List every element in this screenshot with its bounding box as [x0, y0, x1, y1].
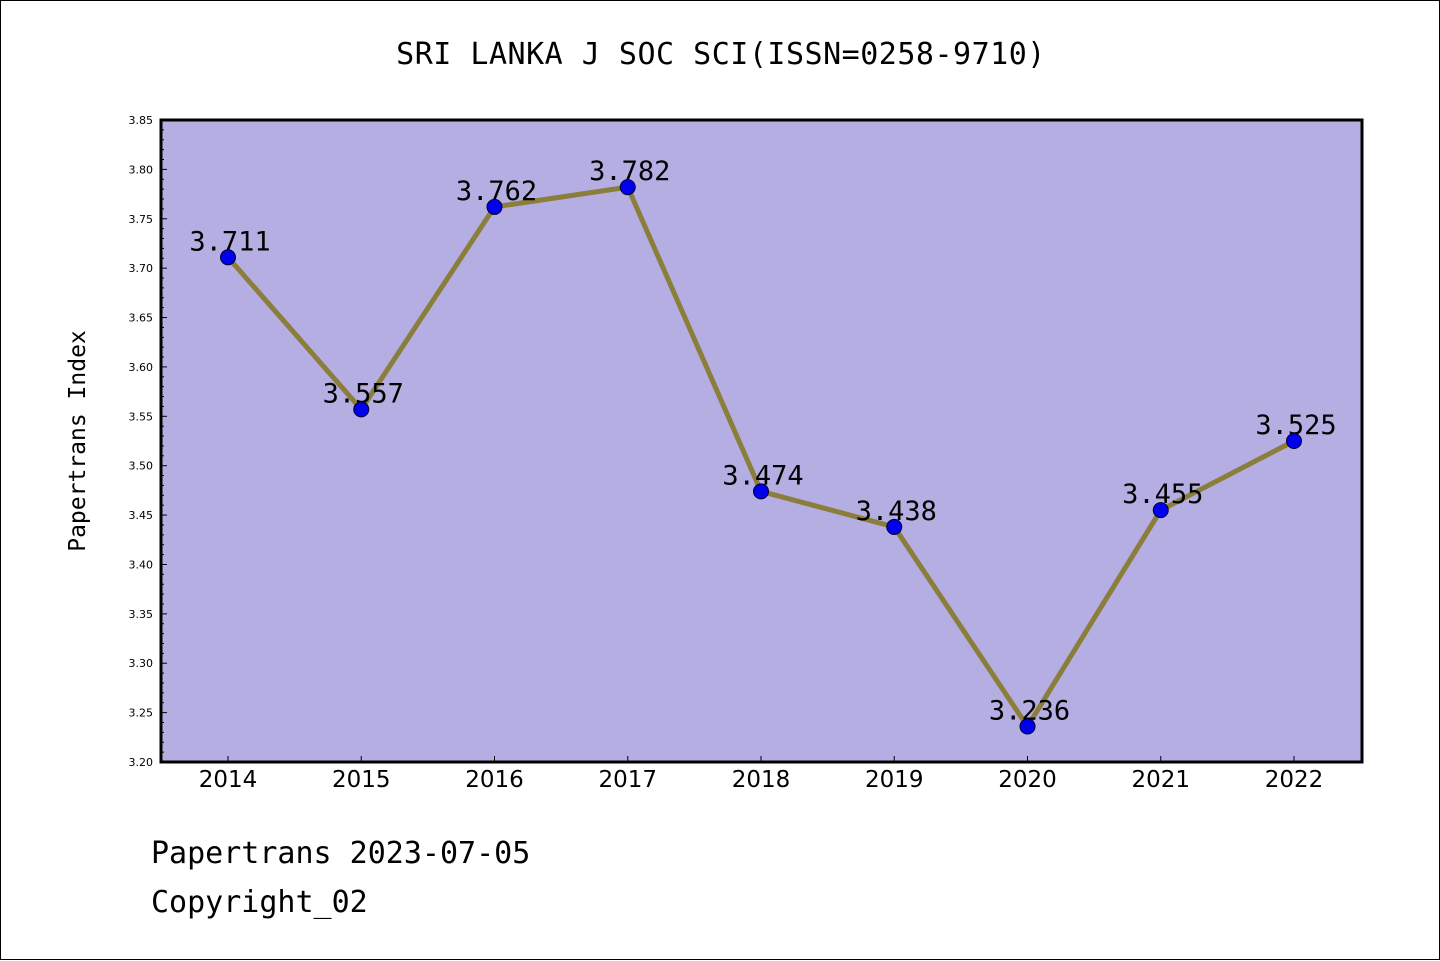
x-tick-label: 2017: [598, 767, 657, 793]
y-tick-label: 3.20: [129, 756, 154, 769]
y-tick-label: 3.35: [129, 608, 154, 621]
chart-title: SRI LANKA J SOC SCI(ISSN=0258-9710): [396, 37, 1046, 72]
data-point: [1286, 433, 1302, 449]
data-point: [886, 518, 903, 535]
data-point: [1019, 718, 1036, 735]
x-tick-label: 2018: [732, 767, 791, 793]
data-point: [353, 401, 370, 418]
y-tick-label: 3.40: [129, 558, 154, 571]
data-point: [1152, 502, 1169, 519]
x-tick-label: 2016: [465, 767, 524, 793]
data-point: [753, 483, 769, 500]
y-tick-label: 3.85: [129, 114, 154, 127]
data-point: [619, 179, 636, 196]
y-axis-label: Papertrans Index: [65, 330, 91, 552]
y-tick-label: 3.70: [129, 262, 154, 275]
y-tick-label: 3.60: [129, 361, 154, 374]
footer-date: Papertrans 2023-07-05: [151, 836, 531, 871]
y-tick-label: 3.50: [129, 460, 154, 473]
x-tick-label: 2019: [865, 767, 924, 793]
y-tick-label: 3.75: [129, 213, 154, 226]
x-tick-label: 2020: [998, 767, 1057, 793]
y-tick-label: 3.65: [129, 312, 154, 325]
data-point: [220, 249, 236, 266]
y-tick-label: 3.55: [129, 410, 154, 423]
footer-copyright: Copyright_02: [151, 885, 368, 920]
x-tick-label: 2021: [1131, 767, 1190, 793]
x-tick-label: 2022: [1265, 767, 1324, 793]
x-tick-label: 2015: [332, 767, 391, 793]
data-point: [486, 198, 503, 215]
plot-area: [159, 118, 1364, 764]
x-tick-label: 2014: [199, 767, 258, 793]
y-tick-label: 3.45: [129, 509, 154, 522]
y-tick-label: 3.80: [129, 163, 154, 176]
y-tick-label: 3.25: [129, 707, 154, 720]
y-tick-label: 3.30: [129, 657, 154, 670]
